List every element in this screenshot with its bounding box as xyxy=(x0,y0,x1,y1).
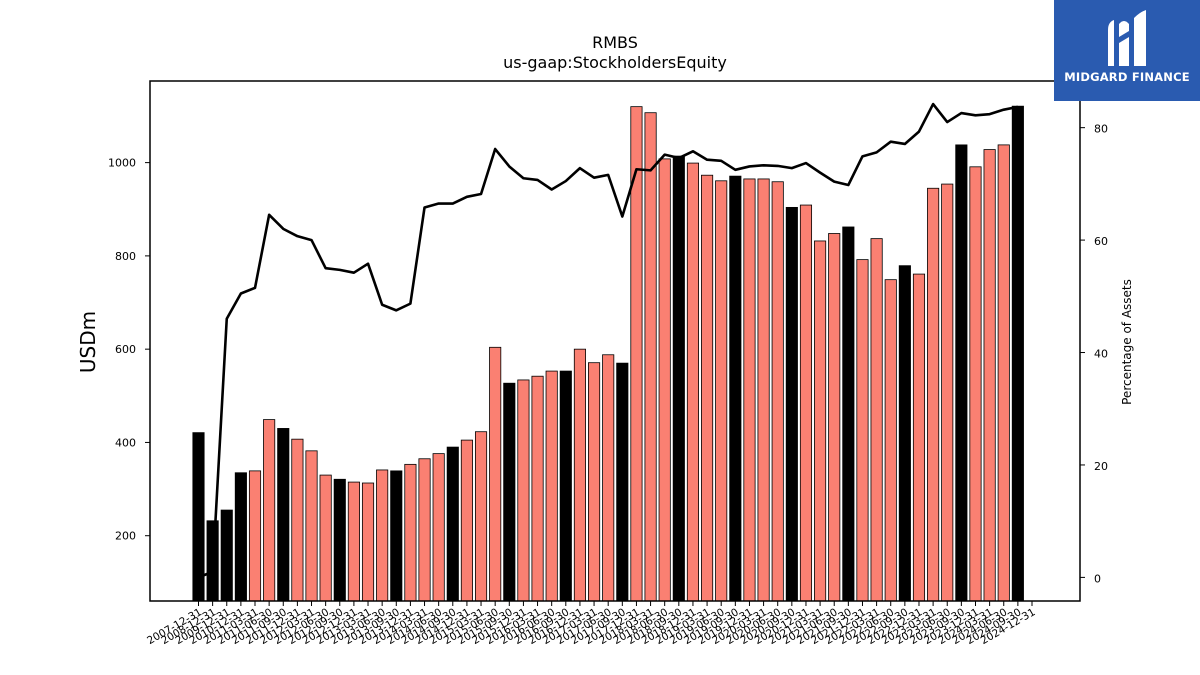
y2-tick-label: 0 xyxy=(1094,572,1101,585)
bar-2014-09-30 xyxy=(446,446,459,602)
bar-2016-03-31 xyxy=(531,375,544,602)
bar-2017-09-30 xyxy=(616,362,629,602)
y-axis-right: 0 20 40 60 80 xyxy=(1080,123,1108,585)
bar-2017-03-31 xyxy=(588,362,601,602)
y-tick-label: 400 xyxy=(115,436,136,449)
brand-logo: MIDGARD FINANCE xyxy=(1054,0,1200,101)
bar-2009-12-31 xyxy=(220,509,233,602)
y-axis-left: 200 400 600 800 1000 xyxy=(108,157,150,543)
bar-2018-06-30 xyxy=(658,158,671,602)
bar-2020-09-30 xyxy=(785,206,798,602)
bar-2018-09-30 xyxy=(672,155,685,602)
y2-tick-label: 60 xyxy=(1094,235,1108,248)
y2-tick-label: 80 xyxy=(1094,123,1108,136)
bar-2022-12-31 xyxy=(912,273,926,602)
bar-2023-03-31 xyxy=(927,187,940,602)
line-series xyxy=(198,102,1019,579)
bar-2022-06-30 xyxy=(884,279,897,602)
bar-2019-06-30 xyxy=(715,180,728,602)
y2-axis-label: Percentage of Assets xyxy=(1120,279,1134,405)
bar-2011-09-30 xyxy=(277,428,290,602)
chart-title: RMBS xyxy=(592,33,638,52)
y2-tick-label: 20 xyxy=(1094,460,1108,473)
bar-2013-09-30 xyxy=(390,470,403,602)
bar-2022-09-30 xyxy=(898,265,911,602)
bar-2021-12-31 xyxy=(856,259,869,602)
bar-2019-12-31 xyxy=(743,178,756,602)
bar-2024-03-31 xyxy=(983,149,996,602)
percentage-of-assets-line xyxy=(198,102,1019,579)
bar-2024-06-30 xyxy=(997,144,1010,602)
bar-2012-09-30 xyxy=(333,478,346,602)
bar-2015-12-31 xyxy=(517,379,530,602)
bar-2011-03-31 xyxy=(248,470,262,602)
bar-2018-03-31 xyxy=(644,112,657,602)
bar-2023-06-30 xyxy=(941,183,954,602)
bar-2024-09-30 xyxy=(1011,105,1024,602)
brand-name: MIDGARD FINANCE xyxy=(1064,70,1190,84)
y-tick-label: 600 xyxy=(115,343,136,356)
bar-2014-06-30 xyxy=(432,453,445,602)
y-axis-label: USDm xyxy=(76,311,100,373)
bar-2016-09-30 xyxy=(559,370,572,602)
bar-2016-06-30 xyxy=(545,370,558,602)
plot-frame xyxy=(149,80,1081,602)
bar-2010-12-31 xyxy=(234,472,247,602)
bar-2012-03-31 xyxy=(305,450,318,602)
bar-2015-03-31 xyxy=(474,431,488,602)
bar-2015-06-30 xyxy=(489,346,502,602)
bar-2021-03-31 xyxy=(814,240,827,602)
y-tick-label: 1000 xyxy=(108,157,136,170)
bar-2013-06-30 xyxy=(376,469,389,602)
bar-2020-06-30 xyxy=(771,181,784,602)
bar-2021-06-30 xyxy=(828,233,841,602)
bar-2016-12-31 xyxy=(573,348,586,602)
bar-2019-09-30 xyxy=(729,175,742,602)
y-tick-label: 800 xyxy=(115,250,136,263)
bar-series xyxy=(192,105,1024,602)
bar-2011-12-31 xyxy=(291,438,304,602)
bar-2020-12-31 xyxy=(799,204,813,602)
y-tick-label: 200 xyxy=(115,530,136,543)
bar-2012-12-31 xyxy=(347,481,360,602)
bar-2018-12-31 xyxy=(686,162,699,602)
bar-2017-06-30 xyxy=(602,354,615,602)
bar-2013-03-31 xyxy=(361,482,375,602)
y2-tick-label: 40 xyxy=(1094,348,1108,361)
bar-2014-03-31 xyxy=(418,458,431,602)
bar-2019-03-31 xyxy=(701,174,714,602)
bar-2015-09-30 xyxy=(503,382,516,602)
chart-subtitle: us-gaap:StockholdersEquity xyxy=(503,53,727,72)
bar-2020-03-31 xyxy=(757,178,770,602)
bar-2012-06-30 xyxy=(319,474,332,602)
bar-2014-12-31 xyxy=(460,439,473,602)
bar-2011-06-30 xyxy=(263,419,276,602)
bar-2023-12-31 xyxy=(969,166,982,602)
bar-2013-12-31 xyxy=(404,463,417,602)
bar-2023-09-30 xyxy=(955,144,968,602)
bar-2022-03-31 xyxy=(870,238,883,602)
midgard-m-icon xyxy=(1108,10,1146,66)
bar-2021-09-30 xyxy=(842,226,855,602)
x-axis: 2007-12-312008-12-312009-12-312010-12-31… xyxy=(145,601,1038,647)
